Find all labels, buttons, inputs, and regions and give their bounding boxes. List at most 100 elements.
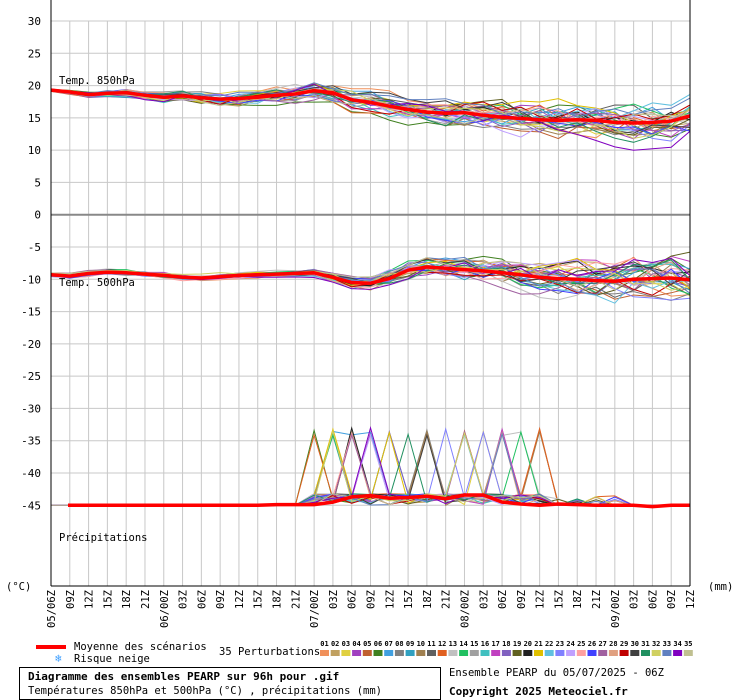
perturbation-number: 24 bbox=[566, 640, 574, 648]
perturbation-line bbox=[50, 89, 691, 139]
perturbation-swatch bbox=[598, 650, 608, 656]
perturbation-swatch bbox=[662, 650, 672, 656]
perturbation-swatch bbox=[394, 650, 404, 656]
perturbation-swatch bbox=[448, 650, 458, 656]
panel-label: Temp. 850hPa bbox=[59, 75, 135, 87]
legend-mean-label: Moyenne des scénarios bbox=[74, 641, 207, 653]
y-left-tick-label: -15 bbox=[21, 306, 41, 319]
perturbation-number: 23 bbox=[556, 640, 564, 648]
perturbation-swatch bbox=[544, 650, 554, 656]
x-tick-label: 18Z bbox=[572, 590, 584, 609]
perturbation-number: 14 bbox=[459, 640, 467, 648]
perturbation-swatch bbox=[341, 650, 351, 656]
perturbation-swatch bbox=[683, 650, 693, 656]
y-left-tick-label: -40 bbox=[21, 467, 41, 480]
perturbation-swatch bbox=[384, 650, 394, 656]
y-left-tick-label: -25 bbox=[21, 370, 41, 383]
perturbation-number: 20 bbox=[524, 640, 532, 648]
perturbation-number: 22 bbox=[545, 640, 553, 648]
perturbation-number: 03 bbox=[342, 640, 350, 648]
x-tick-label: 21Z bbox=[140, 590, 152, 609]
footer-subtitle: Températures 850hPa et 500hPa (°C) , pré… bbox=[28, 685, 383, 697]
x-tick-label: 15Z bbox=[403, 590, 415, 609]
perturbation-swatch bbox=[534, 650, 543, 656]
x-tick-label: 09Z bbox=[366, 590, 378, 609]
perturbation-swatch bbox=[480, 650, 490, 656]
run-info: Ensemble PEARP du 05/07/2025 - 06Z bbox=[449, 667, 664, 679]
perturbation-swatch bbox=[555, 650, 565, 656]
y-left-tick-label: -5 bbox=[28, 241, 41, 254]
x-tick-label: 21Z bbox=[441, 590, 453, 609]
panel-labels: Temp. 850hPa Temp. 500hPa Précipitations bbox=[59, 75, 148, 544]
chart-grid bbox=[50, 20, 691, 586]
perturbation-number: 12 bbox=[438, 640, 446, 648]
y-left-tick-label: -20 bbox=[21, 338, 41, 351]
y-left-unit-label: (°C) bbox=[6, 581, 31, 593]
panel-label: Précipitations bbox=[59, 532, 148, 544]
perturbation-swatch bbox=[608, 650, 618, 656]
x-tick-label: 09Z bbox=[215, 590, 227, 609]
perturbation-number: 16 bbox=[481, 640, 489, 648]
y-left-tick-label: -30 bbox=[21, 402, 41, 415]
perturbation-number: 09 bbox=[406, 640, 414, 648]
perturbation-line bbox=[50, 83, 691, 151]
x-tick-label: 05/06Z bbox=[46, 590, 58, 628]
perturbation-number: 27 bbox=[598, 640, 606, 648]
perturbation-number: 11 bbox=[427, 640, 435, 648]
y-left-tick-label: 20 bbox=[28, 80, 41, 93]
x-tick-label: 15Z bbox=[102, 590, 114, 609]
x-tick-label: 06Z bbox=[347, 590, 359, 609]
y-left-tick-label: 30 bbox=[28, 15, 41, 28]
perturbation-number: 35 bbox=[684, 640, 692, 648]
x-tick-label: 03Z bbox=[178, 590, 190, 609]
x-tick-label: 07/00Z bbox=[309, 590, 321, 628]
panel-label: Temp. 500hPa bbox=[59, 277, 135, 289]
perturbation-swatch bbox=[673, 650, 683, 656]
perturbation-swatch bbox=[469, 650, 479, 656]
x-tick-label: 12Z bbox=[234, 590, 246, 609]
perturbation-swatch bbox=[437, 650, 447, 656]
y-left-tick-label: -45 bbox=[21, 499, 41, 512]
footer-title: Diagramme des ensembles PEARP sur 96h po… bbox=[28, 670, 340, 683]
x-tick-label: 15Z bbox=[553, 590, 565, 609]
x-tick-label: 06/00Z bbox=[159, 590, 171, 628]
perturbation-swatch bbox=[501, 650, 511, 656]
copyright: Copyright 2025 Meteociel.fr bbox=[449, 685, 628, 698]
x-tick-label: 18Z bbox=[121, 590, 133, 609]
x-tick-label: 21Z bbox=[591, 590, 603, 609]
perturbation-number: 05 bbox=[363, 640, 371, 648]
y-left-tick-label: 25 bbox=[28, 47, 41, 60]
perturbation-line bbox=[50, 257, 691, 288]
perturbation-number: 31 bbox=[641, 640, 649, 648]
perturbation-number: 13 bbox=[449, 640, 457, 648]
perturbation-swatch bbox=[641, 650, 650, 656]
x-tick-label: 09Z bbox=[516, 590, 528, 609]
perturbation-number: 21 bbox=[534, 640, 542, 648]
x-tick-label: 03Z bbox=[629, 590, 641, 609]
x-tick-label: 21Z bbox=[290, 590, 302, 609]
perturbation-swatch bbox=[566, 650, 576, 656]
perturbation-swatch bbox=[619, 650, 629, 656]
perturbation-number: 25 bbox=[577, 640, 585, 648]
perturbation-swatch bbox=[320, 650, 329, 656]
x-tick-label: 08/00Z bbox=[459, 590, 471, 628]
perturbation-number: 28 bbox=[609, 640, 617, 648]
perturbation-number: 10 bbox=[417, 640, 425, 648]
perturbation-swatch bbox=[587, 650, 597, 656]
perturbation-swatch bbox=[630, 650, 640, 656]
perturbation-swatch bbox=[523, 650, 533, 656]
legend-graphics: ❄01 02 03 04 05 06 07 08 09 10 11 12 13 14 15 16 17 18 19 2… bbox=[36, 640, 693, 665]
x-tick-label: 09/00Z bbox=[610, 590, 622, 628]
y-left-tick-label: 10 bbox=[28, 144, 41, 157]
legend-snow-label: Risque neige bbox=[74, 653, 150, 665]
x-tick-label: 09Z bbox=[65, 590, 77, 609]
perturbation-number: 17 bbox=[491, 640, 499, 648]
y-left-tick-label: -10 bbox=[21, 273, 41, 286]
y-left-tick-label: 5 bbox=[34, 176, 41, 189]
x-tick-label: 03Z bbox=[478, 590, 490, 609]
x-tick-label: 18Z bbox=[272, 590, 284, 609]
perturbation-swatch bbox=[576, 650, 586, 656]
perturbation-swatch bbox=[362, 650, 372, 656]
mean-lines bbox=[50, 88, 691, 509]
